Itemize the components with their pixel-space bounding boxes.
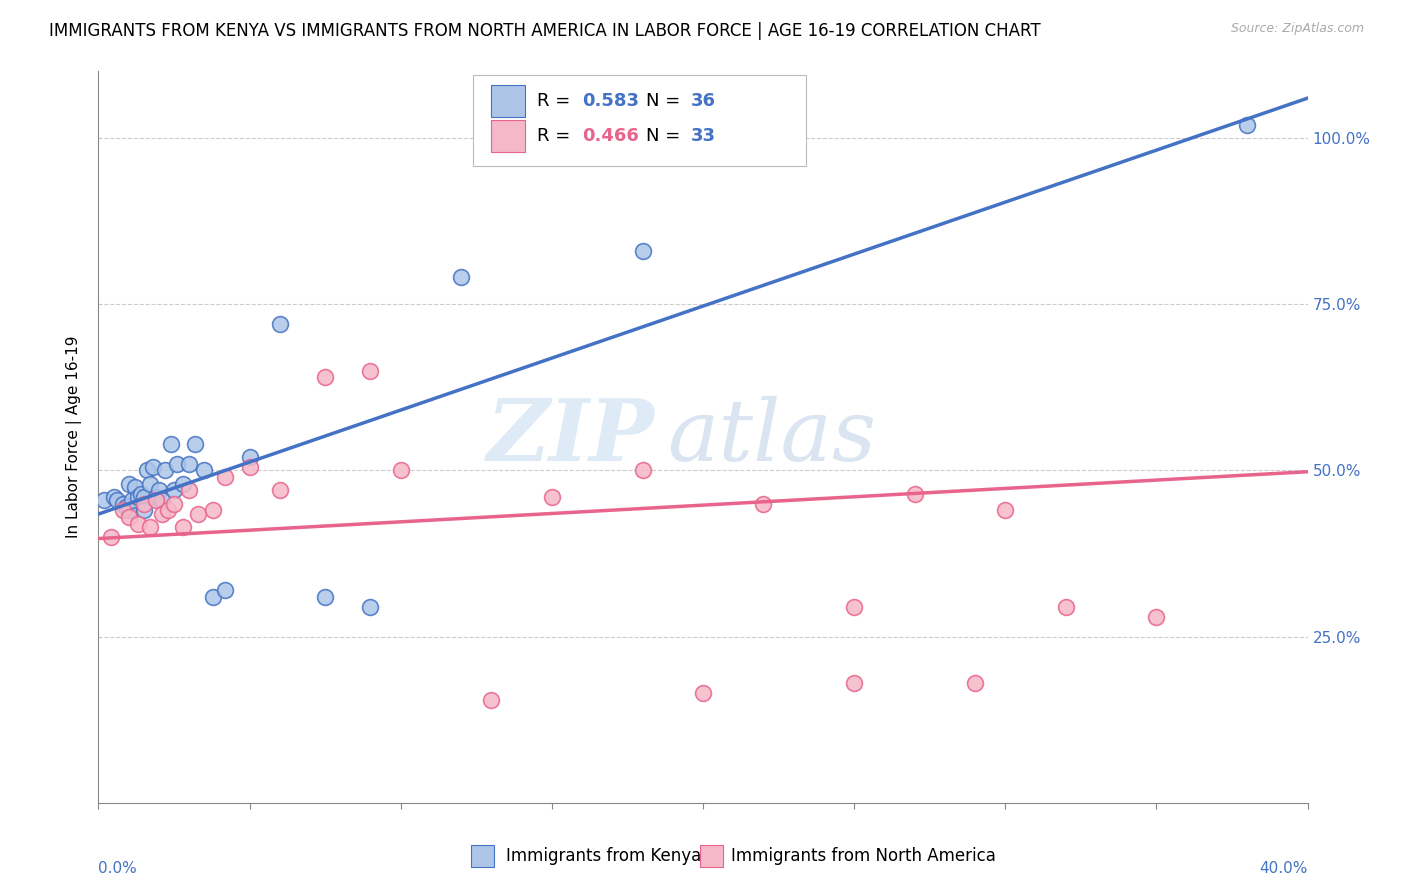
Point xyxy=(1144,609,1167,624)
Point xyxy=(752,497,775,511)
Point xyxy=(139,520,162,534)
Text: 0.583: 0.583 xyxy=(582,92,640,110)
Point xyxy=(904,486,927,500)
Point xyxy=(239,460,262,475)
Text: N =: N = xyxy=(647,127,686,145)
Point xyxy=(127,490,149,504)
Point xyxy=(132,503,155,517)
Text: R =: R = xyxy=(537,92,576,110)
Text: 0.0%: 0.0% xyxy=(98,862,138,876)
Point xyxy=(166,457,188,471)
Text: 36: 36 xyxy=(690,92,716,110)
Point xyxy=(202,590,225,604)
Point xyxy=(105,493,128,508)
Point xyxy=(100,530,122,544)
Point xyxy=(121,493,143,508)
Text: Immigrants from Kenya: Immigrants from Kenya xyxy=(506,847,702,865)
Text: 40.0%: 40.0% xyxy=(1260,862,1308,876)
FancyBboxPatch shape xyxy=(492,120,526,152)
Point xyxy=(163,483,186,498)
Point xyxy=(184,436,207,450)
Point xyxy=(179,483,201,498)
Point xyxy=(132,497,155,511)
Text: R =: R = xyxy=(537,127,576,145)
Y-axis label: In Labor Force | Age 16-19: In Labor Force | Age 16-19 xyxy=(66,335,83,539)
Point xyxy=(160,436,183,450)
Text: 33: 33 xyxy=(690,127,716,145)
Point xyxy=(142,460,165,475)
Point xyxy=(314,590,336,604)
Point xyxy=(692,686,714,700)
Point xyxy=(148,483,170,498)
Point xyxy=(187,507,209,521)
Point xyxy=(124,480,146,494)
Point xyxy=(269,317,291,331)
Point xyxy=(314,370,336,384)
Point xyxy=(540,490,562,504)
Point xyxy=(172,520,194,534)
Text: IMMIGRANTS FROM KENYA VS IMMIGRANTS FROM NORTH AMERICA IN LABOR FORCE | AGE 16-1: IMMIGRANTS FROM KENYA VS IMMIGRANTS FROM… xyxy=(49,22,1040,40)
Point xyxy=(111,503,134,517)
Point xyxy=(118,476,141,491)
FancyBboxPatch shape xyxy=(474,75,806,167)
Point xyxy=(360,363,382,377)
Point xyxy=(111,497,134,511)
Point xyxy=(150,493,173,508)
Point xyxy=(994,503,1017,517)
Point xyxy=(145,490,167,504)
FancyBboxPatch shape xyxy=(492,85,526,117)
Point xyxy=(360,599,382,614)
Point xyxy=(172,476,194,491)
Point xyxy=(965,676,987,690)
Point xyxy=(150,507,173,521)
Point xyxy=(844,676,866,690)
Text: atlas: atlas xyxy=(666,396,876,478)
Point xyxy=(214,470,236,484)
Point xyxy=(135,463,157,477)
Point xyxy=(202,503,225,517)
Point xyxy=(450,270,472,285)
Point xyxy=(1236,118,1258,132)
Point xyxy=(139,476,162,491)
Point xyxy=(118,503,141,517)
Point xyxy=(179,457,201,471)
Point xyxy=(163,497,186,511)
Point xyxy=(481,692,503,706)
Text: 0.466: 0.466 xyxy=(582,127,638,145)
Point xyxy=(114,500,136,514)
Point xyxy=(103,490,125,504)
Point xyxy=(93,493,115,508)
Point xyxy=(631,463,654,477)
Point xyxy=(153,463,176,477)
Point xyxy=(193,463,215,477)
Point xyxy=(118,509,141,524)
Point xyxy=(156,503,179,517)
Point xyxy=(239,450,262,464)
Text: Immigrants from North America: Immigrants from North America xyxy=(731,847,995,865)
Point xyxy=(214,582,236,597)
Point xyxy=(132,490,155,504)
Point xyxy=(127,516,149,531)
Text: ZIP: ZIP xyxy=(486,395,655,479)
Point xyxy=(631,244,654,258)
Point xyxy=(389,463,412,477)
Point xyxy=(844,599,866,614)
Point xyxy=(1054,599,1077,614)
Point xyxy=(269,483,291,498)
Text: Source: ZipAtlas.com: Source: ZipAtlas.com xyxy=(1230,22,1364,36)
Point xyxy=(145,493,167,508)
Text: N =: N = xyxy=(647,92,686,110)
Point xyxy=(129,486,152,500)
